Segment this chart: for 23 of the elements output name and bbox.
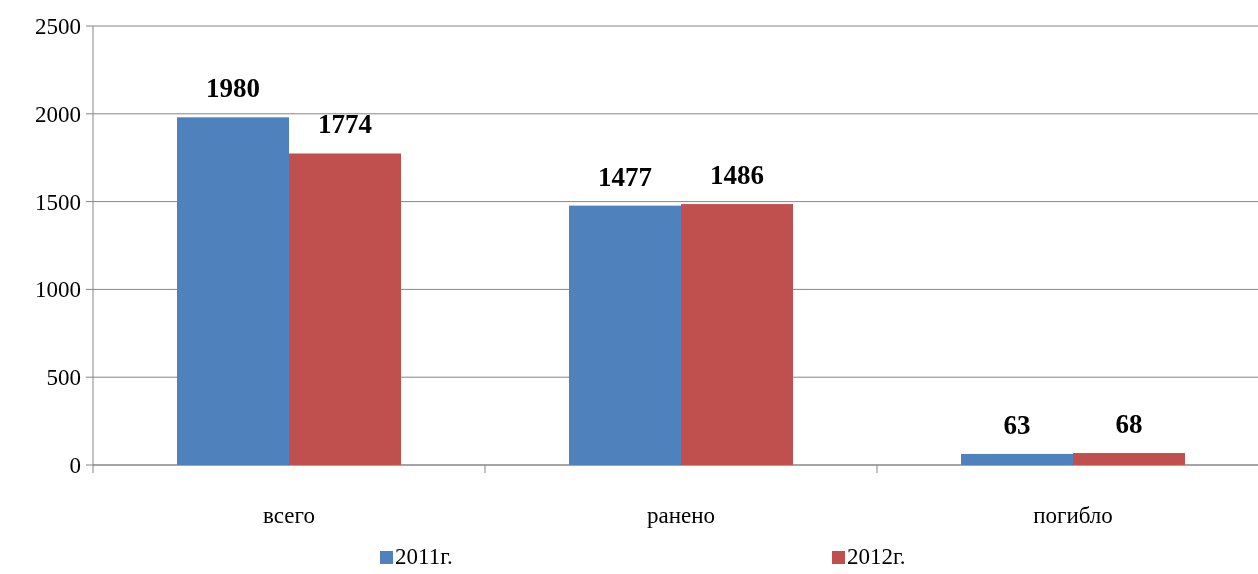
legend-label: 2011г. <box>395 544 453 569</box>
bar <box>681 204 793 465</box>
data-label: 63 <box>1003 409 1031 440</box>
data-label: 1477 <box>598 161 652 192</box>
bar <box>569 205 681 465</box>
x-tick-label: ранено <box>646 503 716 528</box>
y-tick-label: 500 <box>46 365 81 391</box>
y-tick-label: 1000 <box>35 277 81 303</box>
y-tick-label: 2500 <box>35 14 81 40</box>
bar <box>177 117 289 465</box>
data-label: 68 <box>1115 409 1143 440</box>
data-label: 1980 <box>206 73 260 104</box>
data-label: 1486 <box>710 160 764 191</box>
legend-label: 2012г. <box>847 544 906 569</box>
y-tick-label: 0 <box>69 453 81 479</box>
x-tick-label: погибло <box>1033 503 1113 528</box>
bar <box>289 153 401 465</box>
x-tick-label: всего <box>263 503 315 528</box>
y-tick-label: 1500 <box>35 189 81 215</box>
bar <box>961 453 1073 465</box>
bar <box>1073 453 1185 465</box>
data-label: 1774 <box>318 109 372 140</box>
y-tick-label: 2000 <box>35 101 81 127</box>
